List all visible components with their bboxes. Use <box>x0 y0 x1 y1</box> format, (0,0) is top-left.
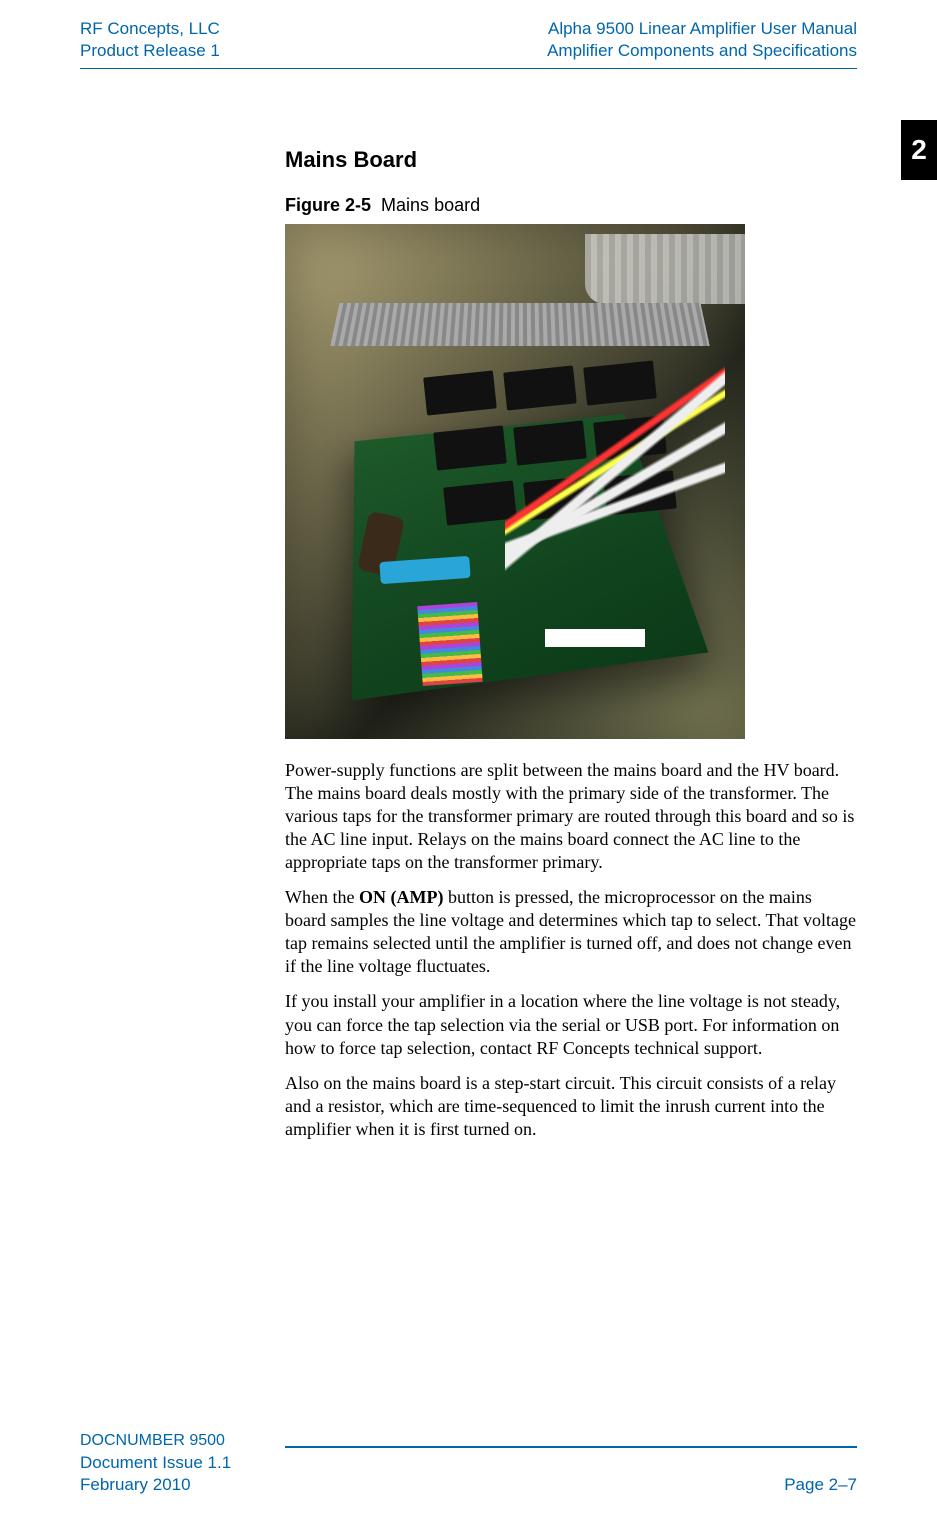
paragraph-2a: When the <box>285 887 359 907</box>
header-left: RF Concepts, LLC Product Release 1 <box>80 18 220 62</box>
page-footer: DOCNUMBER 9500 Document Issue 1.1 Februa… <box>80 1442 857 1496</box>
section-heading: Mains Board <box>285 147 857 173</box>
paragraph-2: When the ON (AMP) button is pressed, the… <box>285 886 857 978</box>
header-manual-title: Alpha 9500 Linear Amplifier User Manual <box>547 18 857 40</box>
footer-page: Page 2–7 <box>784 1474 857 1496</box>
footer-rule <box>285 1446 857 1448</box>
section-marker: 2 <box>901 120 937 180</box>
footer-issue: Document Issue 1.1 <box>80 1452 231 1474</box>
figure-caption: Figure 2-5 Mains board <box>285 195 857 216</box>
page: RF Concepts, LLC Product Release 1 Alpha… <box>0 0 937 1526</box>
content-area: Mains Board Figure 2-5 Mains board Power… <box>285 69 857 1140</box>
header-chapter-title: Amplifier Components and Specifications <box>547 40 857 62</box>
paragraph-4: Also on the mains board is a step-start … <box>285 1072 857 1141</box>
figure-image <box>285 224 745 739</box>
header-right: Alpha 9500 Linear Amplifier User Manual … <box>547 18 857 62</box>
on-amp-bold: ON (AMP) <box>359 887 443 907</box>
footer-date: February 2010 <box>80 1474 231 1496</box>
paragraph-3: If you install your amplifier in a locat… <box>285 990 857 1059</box>
page-header: RF Concepts, LLC Product Release 1 Alpha… <box>80 0 857 62</box>
header-release: Product Release 1 <box>80 40 220 62</box>
figure-caption-text: Mains board <box>381 195 480 215</box>
footer-docnumber: DOCNUMBER 9500 <box>80 1432 233 1450</box>
paragraph-1: Power-supply functions are split between… <box>285 759 857 874</box>
figure-label: Figure 2-5 <box>285 195 371 215</box>
header-company: RF Concepts, LLC <box>80 18 220 40</box>
